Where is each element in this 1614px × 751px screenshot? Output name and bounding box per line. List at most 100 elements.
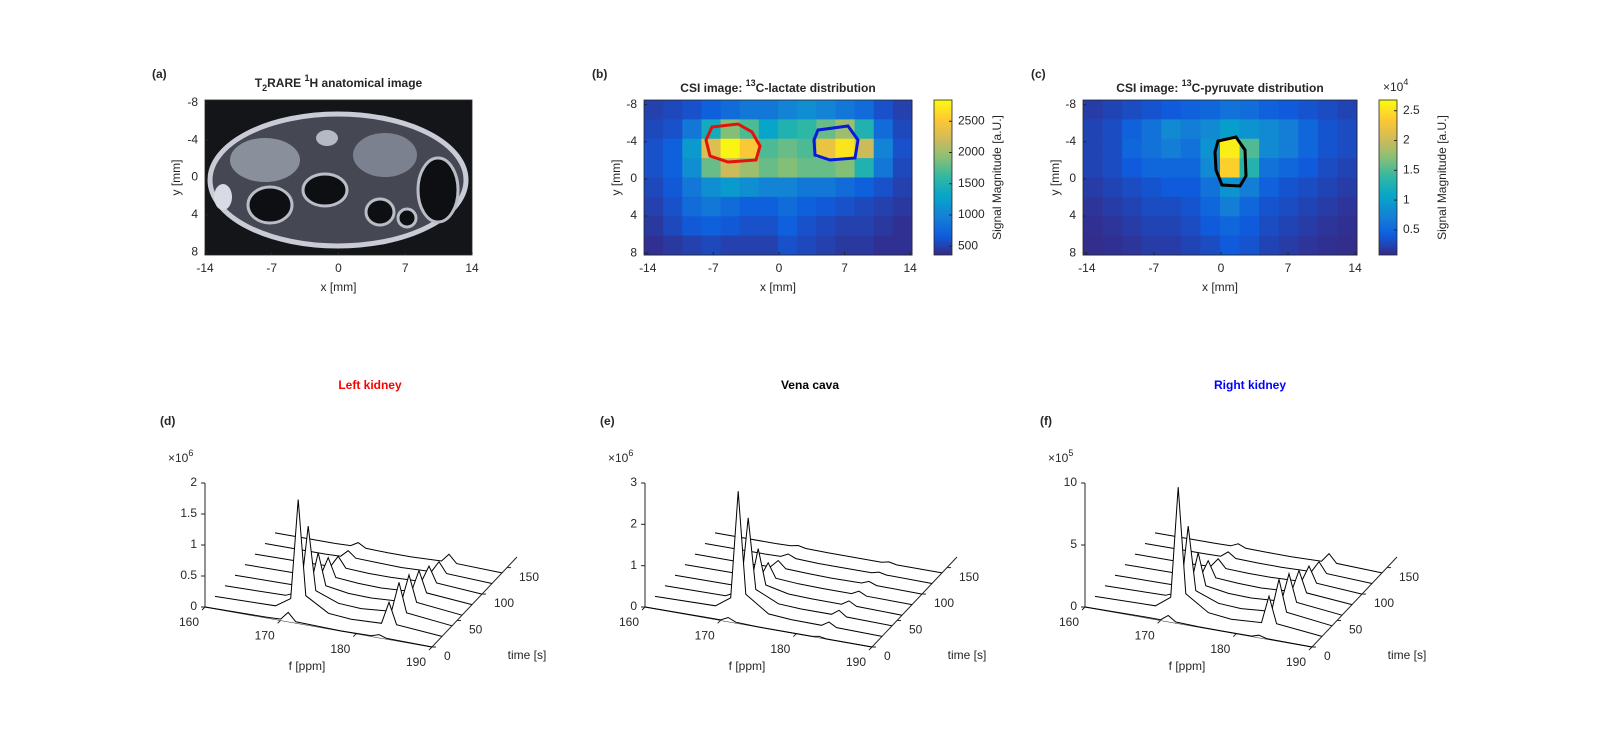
x-tick-label: -7 [708, 261, 719, 275]
heatmap-cell [1317, 100, 1338, 120]
heatmap-cell [1180, 119, 1201, 140]
heatmap-cell [797, 177, 817, 198]
scale-factor: ×104 [1383, 77, 1408, 94]
spectrum-line [214, 499, 443, 637]
heatmap-cell [1102, 216, 1123, 237]
heatmap-cell [1083, 158, 1104, 178]
heatmap-cell [1180, 177, 1201, 198]
heatmap-cell [1259, 138, 1280, 159]
heatmap-cell [1278, 138, 1299, 159]
heatmap-cell [1317, 235, 1338, 256]
f-tick-label: 180 [770, 642, 790, 656]
heatmap-cell [835, 196, 856, 217]
t-tick-label: 150 [519, 570, 539, 584]
heatmap-cell [1259, 196, 1280, 217]
heatmap-cell [663, 138, 683, 159]
heatmap-cell [1220, 216, 1241, 237]
heatmap-cell [1298, 119, 1319, 140]
heatmap-cell [1317, 216, 1338, 237]
heatmap-cell [1122, 235, 1143, 256]
z-tick-label: 2 [190, 475, 197, 489]
text-part: H anatomical image [310, 76, 423, 90]
heatmap-cell [1337, 196, 1358, 217]
heatmap-cell [663, 177, 683, 198]
f-tick-label: 170 [695, 629, 715, 643]
heatmap-cell [1083, 177, 1104, 198]
heatmap-cell [1259, 119, 1280, 140]
heatmap-cell [758, 119, 779, 140]
heatmap-cell [1337, 235, 1358, 256]
scale-exponent: 6 [628, 448, 633, 458]
heatmap-cell [816, 196, 836, 217]
heatmap-cell [720, 158, 741, 178]
heatmap-cell [1083, 138, 1104, 159]
heatmap-cell [797, 158, 817, 178]
x-tick-label: -14 [1078, 261, 1096, 275]
heatmap-cell [644, 235, 664, 256]
f-tick-label: 160 [619, 615, 639, 629]
heatmap-cell [1141, 100, 1162, 120]
heatmap-cell [1298, 235, 1319, 256]
heatmap-cell [701, 235, 722, 256]
heatmap-cell [739, 216, 760, 237]
panel-title: T2RARE 1H anatomical image [255, 73, 423, 93]
text-part: CSI image: [1116, 81, 1181, 95]
heatmap-cell [1141, 119, 1162, 140]
t-tick-label: 0 [884, 649, 891, 663]
heatmap-cell [1239, 216, 1260, 237]
heatmap-cell [797, 216, 817, 237]
heatmap-cell [739, 196, 760, 217]
heatmap-cell [816, 100, 836, 120]
x-tick-label: 14 [903, 261, 917, 275]
z-tick-label: 10 [1064, 475, 1078, 489]
panel-label: (a) [152, 67, 167, 81]
heatmap-cell [739, 158, 760, 178]
spectrum-line [1144, 543, 1373, 584]
t-tick-label: 100 [934, 596, 954, 610]
t-axis [871, 556, 958, 648]
heatmap-cell [1298, 177, 1319, 198]
heatmap-cell [1259, 158, 1280, 178]
y-tick-label: 0 [191, 170, 198, 184]
heatmap-cell [1180, 158, 1201, 178]
heatmap-cell [1298, 138, 1319, 159]
colorbar-tick-label: 1000 [958, 207, 985, 221]
heatmap-cell [739, 100, 760, 120]
t-tick-label: 0 [444, 649, 451, 663]
text-part: C-pyruvate distribution [1192, 81, 1324, 95]
z-tick-label: 1.5 [180, 506, 197, 520]
heatmap-cell [1239, 100, 1260, 120]
heatmap-cell [1102, 100, 1123, 120]
heatmap-cell [1298, 196, 1319, 217]
z-tick-label: 0 [190, 599, 197, 613]
x-tick-label: -7 [266, 261, 277, 275]
heatmap-cell [1278, 235, 1299, 256]
colorbar-label: Signal Magnitude [a.U.] [1435, 115, 1449, 240]
scale-base: ×10 [1048, 451, 1069, 465]
heatmap-cell [1161, 158, 1182, 178]
heatmap-cell [778, 235, 798, 256]
heatmap-cell [797, 138, 817, 159]
heatmap-cell [644, 196, 664, 217]
heatmap-cell [720, 100, 741, 120]
heatmap-cell [739, 235, 760, 256]
heatmap-cell [778, 119, 798, 140]
heatmap-cell [739, 138, 760, 159]
panel-label: (c) [1031, 67, 1046, 81]
heatmap-cell [873, 235, 894, 256]
t-axis-label: time [s] [1388, 648, 1427, 662]
heatmap-cell [682, 196, 702, 217]
spectrum-line [1084, 606, 1313, 648]
heatmap-cell [701, 158, 722, 178]
heatmap-cell [1122, 216, 1143, 237]
y-tick-label: -8 [626, 97, 637, 111]
text-part: 1 [304, 73, 309, 83]
f-tick [792, 633, 797, 638]
y-tick-label: 4 [630, 208, 637, 222]
y-axis-label: y [mm] [169, 160, 183, 196]
panel-label: (d) [160, 414, 175, 428]
colorbar-tick-label: 2.5 [1403, 103, 1420, 117]
heatmap-cell [797, 235, 817, 256]
t-tick-label: 0 [1324, 649, 1331, 663]
x-tick-label: 0 [1218, 261, 1225, 275]
